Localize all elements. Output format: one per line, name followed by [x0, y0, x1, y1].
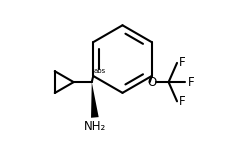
Text: NH₂: NH₂	[84, 120, 106, 133]
Text: O: O	[148, 76, 157, 89]
Text: F: F	[179, 56, 186, 69]
Polygon shape	[91, 82, 99, 118]
Text: F: F	[187, 76, 194, 89]
Text: abs: abs	[94, 68, 106, 74]
Text: F: F	[179, 95, 186, 108]
